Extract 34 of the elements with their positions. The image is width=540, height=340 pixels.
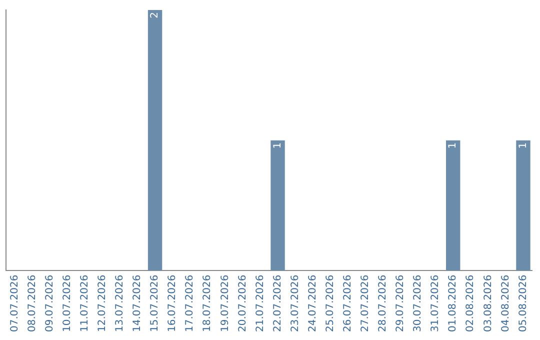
data-label: 1 <box>518 142 529 149</box>
x-tick-label: 15.07.2026 <box>150 274 161 332</box>
x-tick-label: 22.07.2026 <box>272 274 284 332</box>
x-tick-label: 11.07.2026 <box>79 274 90 332</box>
x-tick-label: 27.07.2026 <box>360 274 372 332</box>
x-tick-label: 07.07.2026 <box>9 274 20 332</box>
x-tick-label: 01.08.2026 <box>448 274 459 332</box>
x-tick-label: 29.07.2026 <box>395 274 406 332</box>
x-tick-label: 05.08.2026 <box>518 274 529 332</box>
data-label: 1 <box>272 142 284 149</box>
x-tick-label: 24.07.2026 <box>307 274 318 332</box>
x-tick-label: 13.07.2026 <box>114 274 126 332</box>
x-tick-label: 04.08.2026 <box>500 274 512 332</box>
x-tick-label: 02.08.2026 <box>465 274 476 332</box>
x-tick-label: 17.07.2026 <box>184 274 196 332</box>
x-tick-label: 12.07.2026 <box>97 274 108 332</box>
x-tick-label: 21.07.2026 <box>254 274 266 332</box>
x-tick-label: 25.07.2026 <box>324 274 336 332</box>
x-tick-label: 10.07.2026 <box>62 274 73 332</box>
x-tick-label: 26.07.2026 <box>342 274 354 332</box>
x-tick-label: 20.07.2026 <box>237 274 248 332</box>
x-tick-label: 30.07.2026 <box>412 274 424 332</box>
x-tick-label: 08.07.2026 <box>26 274 38 332</box>
x-tick-label: 19.07.2026 <box>220 274 231 332</box>
x-tick-label: 16.07.2026 <box>167 274 178 332</box>
x-tick-label: 23.07.2026 <box>290 274 301 332</box>
data-label: 1 <box>448 142 459 149</box>
x-tick-label: 18.07.2026 <box>202 274 214 332</box>
x-tick-label: 09.07.2026 <box>44 274 56 332</box>
x-tick-label: 14.07.2026 <box>132 274 144 332</box>
x-tick-label: 28.07.2026 <box>378 274 389 332</box>
data-label: 2 <box>150 12 161 18</box>
x-tick-label: 03.08.2026 <box>482 274 494 332</box>
x-tick-label: 31.07.2026 <box>430 274 442 332</box>
